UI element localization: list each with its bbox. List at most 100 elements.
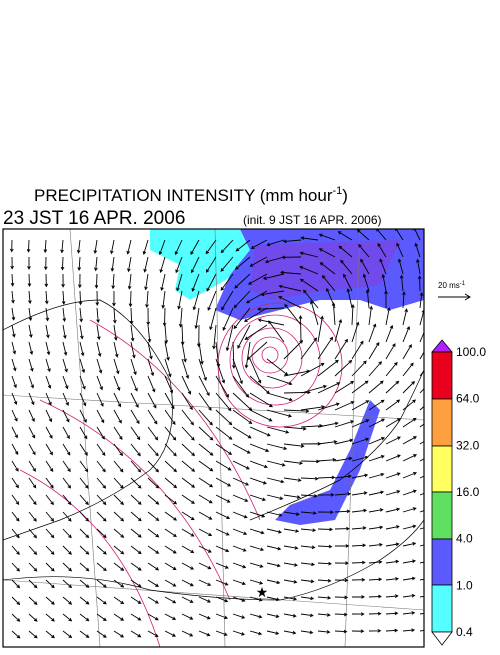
wind-arrow: [60, 256, 65, 271]
wind-arrow: [45, 511, 55, 522]
wind-arrow: [262, 273, 285, 280]
wind-arrow: [113, 528, 125, 538]
wind-arrow: [62, 460, 71, 473]
wind-arrow: [164, 477, 178, 489]
wind-arrow: [113, 579, 125, 588]
vector-reference-exponent: -1: [460, 281, 466, 287]
wind-arrow: [220, 256, 234, 272]
wind-arrow: [282, 239, 302, 244]
wind-arrow: [28, 443, 36, 456]
wind-arrow: [181, 562, 195, 570]
wind-arrow: [215, 528, 230, 536]
wind-arrow: [264, 256, 285, 264]
wind-arrow: [113, 392, 122, 408]
wind-arrow: [283, 579, 298, 584]
wind-arrow: [62, 324, 67, 339]
wind-arrow: [283, 528, 300, 533]
wind-arrow: [402, 471, 417, 479]
wind-arrow: [331, 301, 336, 326]
wind-arrow: [266, 409, 292, 418]
wind-arrow: [164, 494, 178, 505]
wind-arrow: [198, 596, 211, 603]
wind-arrow: [334, 492, 352, 496]
wind-arrow: [45, 443, 53, 456]
wind-arrow: [232, 630, 245, 636]
wind-arrow: [28, 358, 34, 372]
wind-arrow: [281, 255, 302, 260]
wind-arrow: [266, 562, 281, 568]
wind-arrow: [419, 369, 424, 377]
wind-arrow: [79, 392, 87, 407]
wind-arrow: [419, 612, 424, 615]
wind-arrow: [368, 508, 384, 513]
wind-arrow: [147, 477, 160, 489]
wind-arrow: [181, 443, 196, 457]
wind-arrow: [43, 239, 48, 254]
title: PRECIPITATION INTENSITY (mm hour-1): [34, 185, 348, 205]
wind-arrow: [221, 290, 234, 311]
wind-arrow: [266, 392, 293, 402]
wind-arrow: [79, 562, 90, 572]
wind-arrow: [127, 273, 132, 290]
wind-arrow: [266, 579, 281, 585]
wind-arrow: [215, 579, 229, 586]
wind-arrow: [79, 630, 90, 638]
wind-arrow: [317, 382, 341, 394]
wind-arrow: [181, 630, 194, 637]
wind-arrow: [343, 273, 353, 292]
wind-arrow: [235, 239, 251, 252]
wind-arrow: [28, 579, 38, 589]
colorbar-label: 1.0: [456, 578, 473, 592]
wind-arrow: [45, 494, 54, 506]
wind-arrow: [419, 630, 424, 632]
wind-arrow: [385, 307, 391, 326]
wind-arrow: [147, 409, 158, 425]
wind-arrow: [28, 630, 38, 639]
wind-arrow: [147, 392, 157, 409]
wind-arrow: [28, 477, 37, 489]
wind-arrow: [181, 409, 194, 426]
wind-arrow: [11, 511, 20, 522]
wind-arrow: [362, 273, 370, 292]
wind-arrow: [368, 305, 373, 326]
wind-arrow: [300, 494, 318, 498]
wind-arrow: [249, 562, 264, 568]
wind-arrow: [402, 593, 416, 598]
wind-arrow: [62, 307, 67, 322]
wind-arrow: [278, 296, 302, 309]
wind-arrow: [318, 248, 336, 258]
wind-arrow: [299, 265, 319, 275]
wind-arrow: [60, 239, 64, 254]
wind-arrow: [351, 526, 367, 530]
wind-arrow: [338, 245, 353, 258]
wind-arrow: [95, 290, 100, 306]
wind-arrow: [113, 375, 121, 391]
wind-arrow: [28, 409, 35, 422]
wind-arrow: [147, 426, 159, 441]
wind-arrow: [419, 595, 424, 598]
wind-arrow: [181, 511, 195, 521]
wind-arrow: [419, 475, 424, 479]
wind-arrow: [61, 290, 66, 305]
wind-arrow: [385, 454, 401, 462]
wind-arrow: [130, 324, 135, 342]
wind-arrow: [96, 358, 103, 374]
wind-arrow: [232, 426, 252, 439]
wind-arrow: [127, 256, 132, 273]
wind-arrow: [232, 443, 251, 454]
wind-arrow: [177, 290, 183, 310]
wind-arrow: [368, 323, 377, 343]
wind-arrow: [27, 256, 31, 270]
wind-arrow: [300, 596, 315, 601]
wind-arrow: [232, 545, 247, 552]
wind-arrow: [164, 579, 177, 587]
wind-arrow: [96, 613, 107, 622]
wind-arrow: [402, 380, 416, 394]
wind-arrow: [162, 307, 167, 327]
wind-arrow: [283, 426, 307, 431]
wind-arrow: [11, 579, 21, 589]
wind-arrow: [76, 239, 81, 254]
wind-arrow: [96, 460, 106, 473]
wind-arrow: [129, 307, 134, 325]
wind-arrow: [334, 318, 343, 343]
